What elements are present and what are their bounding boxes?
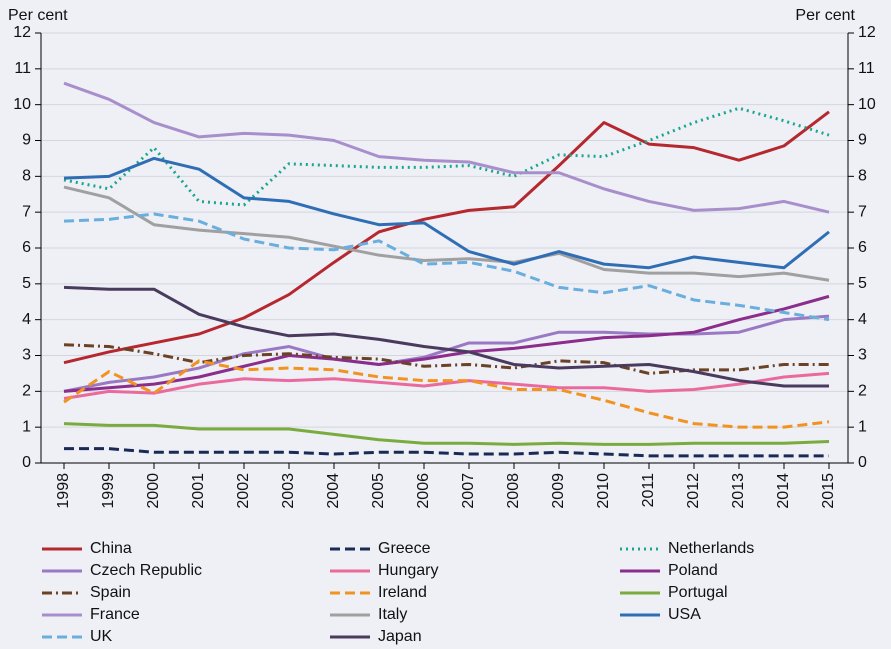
x-tick-label: 2000: [145, 473, 162, 509]
legend-label: Netherlands: [668, 540, 754, 557]
x-tick-label: 2015: [820, 473, 837, 509]
y2-tick-label: 1: [858, 418, 867, 435]
y2-tick-label: 8: [858, 168, 867, 185]
y-tick-label: 1: [22, 418, 31, 435]
series-line: [63, 156, 830, 270]
x-tick-label: 1999: [100, 473, 117, 509]
x-tick-label: 2009: [550, 473, 567, 509]
x-tick-label: 2011: [640, 473, 657, 508]
series-line: [63, 81, 830, 214]
y-axis-label: Per cent: [8, 7, 68, 24]
legend-label: USA: [668, 606, 701, 623]
x-tick-label: 2013: [730, 473, 747, 509]
x-tick-label: 2003: [280, 473, 297, 509]
y-tick-label: 5: [22, 275, 31, 292]
y-tick-label: 3: [22, 347, 31, 364]
x-tick-label: 2010: [595, 473, 612, 509]
x-tick-label: 1998: [55, 473, 72, 509]
y-tick-label: 9: [22, 132, 31, 149]
series-line: [63, 294, 830, 393]
series-line: [63, 185, 830, 282]
y-tick-label: 6: [22, 239, 31, 256]
y2-tick-label: 10: [858, 96, 876, 113]
series-line: [63, 106, 830, 207]
series-line: [64, 447, 829, 458]
legend-label: Czech Republic: [90, 562, 202, 579]
x-tick-label: 2012: [685, 473, 702, 509]
legend-label: Spain: [90, 584, 131, 601]
legend-label: Greece: [378, 540, 431, 557]
y2-axis-label: Per cent: [795, 7, 855, 24]
y2-tick-label: 6: [858, 239, 867, 256]
y2-tick-label: 12: [858, 24, 876, 41]
y-tick-label: 0: [22, 454, 31, 471]
y2-tick-label: 2: [858, 383, 867, 400]
series-line: [63, 371, 830, 400]
x-tick-label: 2004: [325, 473, 342, 509]
y-tick-label: 8: [22, 168, 31, 185]
series-line: [63, 359, 830, 429]
y-tick-label: 12: [13, 24, 31, 41]
y-tick-label: 10: [13, 96, 31, 113]
legend-label: Italy: [378, 606, 407, 623]
y-tick-label: 4: [22, 311, 31, 328]
y-tick-label: 7: [22, 203, 31, 220]
x-tick-label: 2008: [505, 473, 522, 509]
legend-label: Ireland: [378, 584, 427, 601]
x-tick-label: 2001: [190, 473, 207, 509]
series-line: [63, 285, 829, 388]
series-line: [63, 343, 829, 375]
legend-label: Japan: [378, 628, 422, 645]
x-tick-label: 2005: [370, 473, 387, 509]
x-tick-label: 2014: [775, 473, 792, 509]
x-tick-label: 2002: [235, 473, 252, 509]
legend-label: France: [90, 606, 140, 623]
x-tick-label: 2007: [460, 473, 477, 509]
y2-tick-label: 3: [858, 347, 867, 364]
legend-label: Poland: [668, 562, 718, 579]
legend-label: UK: [90, 628, 113, 645]
y2-tick-label: 9: [858, 132, 867, 149]
x-tick-label: 2006: [415, 473, 432, 509]
y2-tick-label: 11: [858, 60, 875, 77]
series-line: [63, 422, 830, 446]
y2-tick-label: 0: [858, 454, 867, 471]
y2-tick-label: 5: [858, 275, 867, 292]
series-line: [63, 212, 830, 322]
legend-label: China: [90, 540, 132, 557]
y-tick-label: 2: [22, 383, 31, 400]
legend-label: Portugal: [668, 584, 728, 601]
legend-label: Hungary: [378, 562, 438, 579]
y2-tick-label: 4: [858, 311, 867, 328]
series-line: [63, 110, 830, 365]
y-tick-label: 11: [14, 60, 31, 77]
y2-tick-label: 7: [858, 203, 867, 220]
